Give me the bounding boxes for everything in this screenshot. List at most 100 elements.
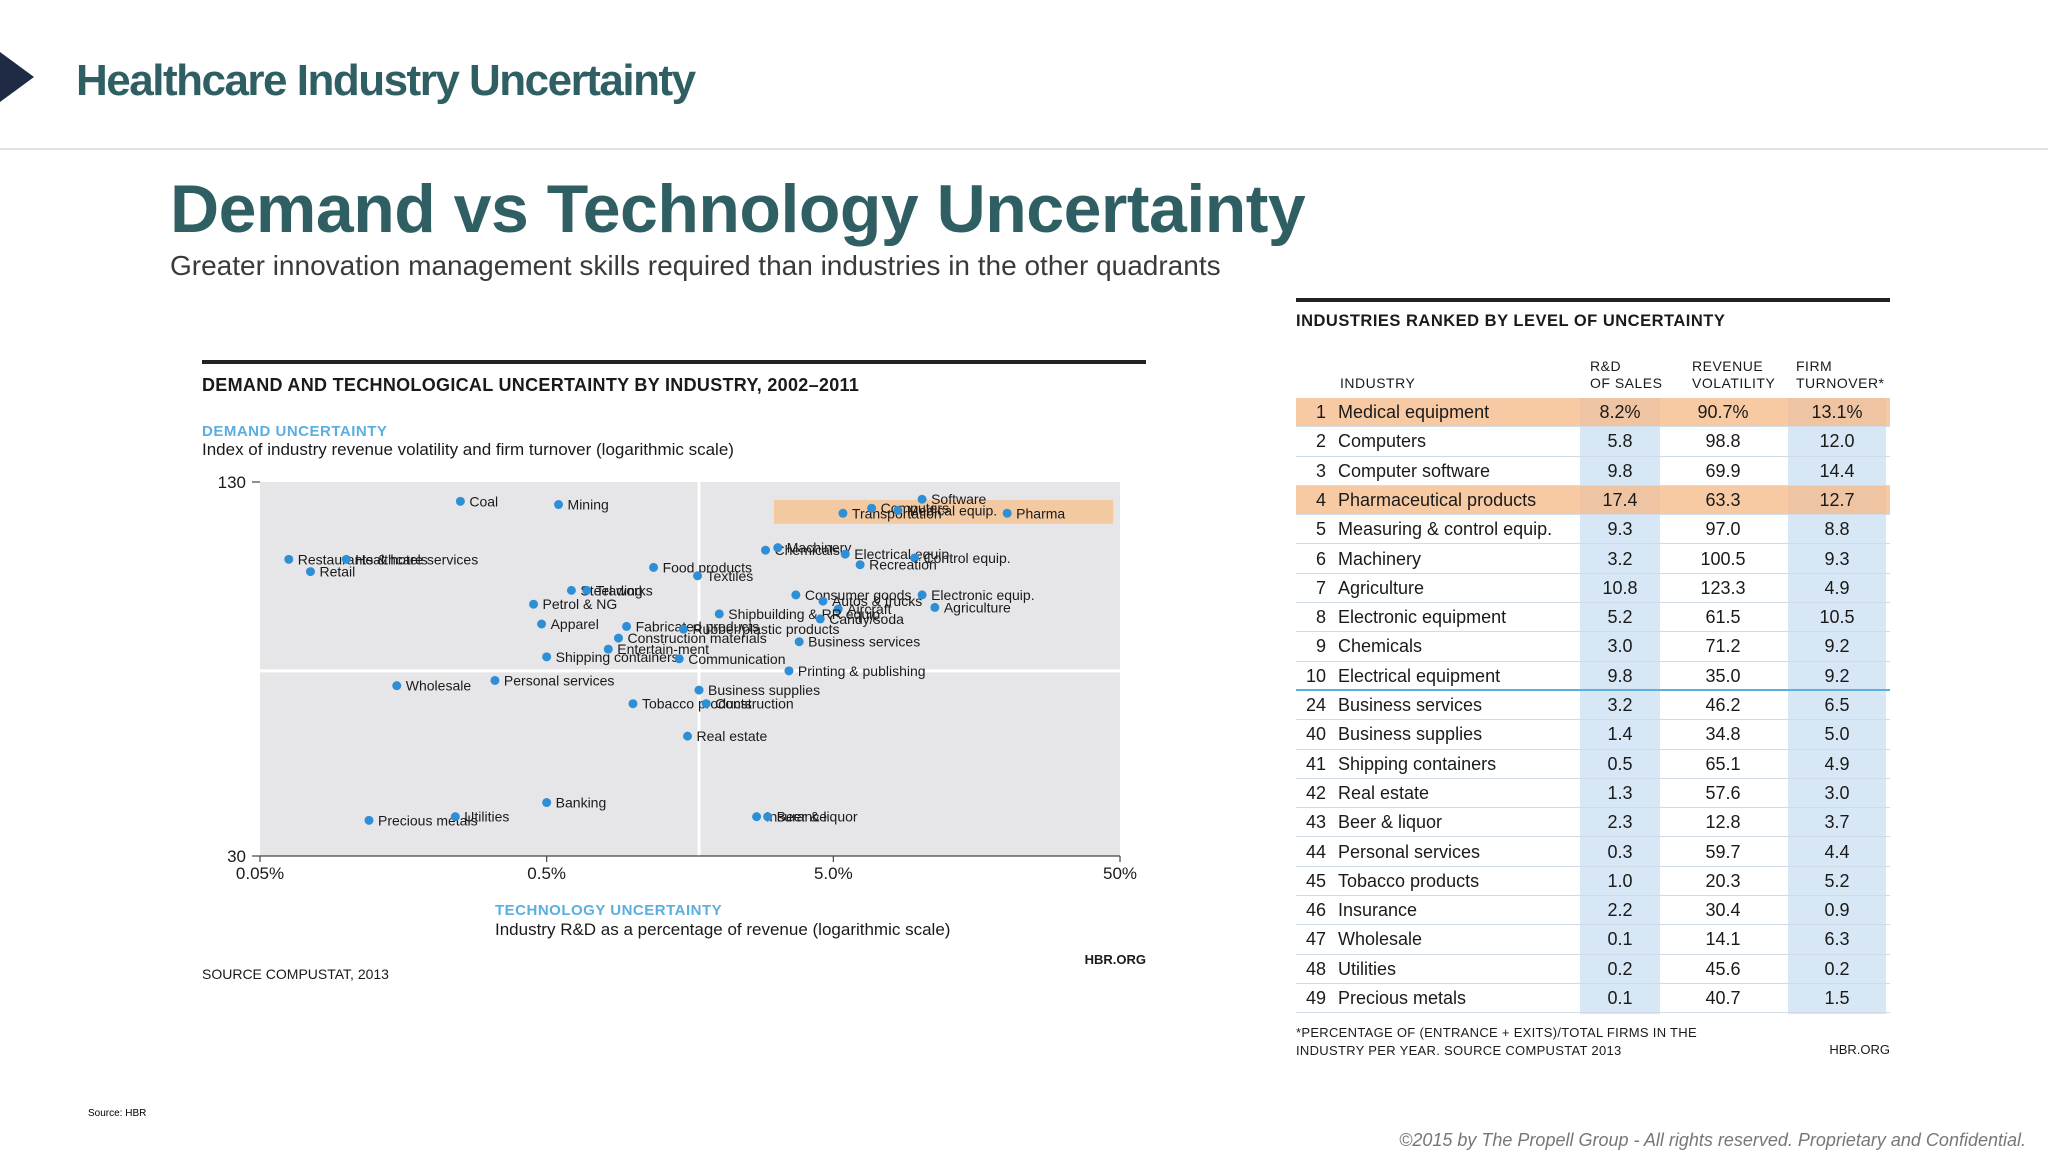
data-point (893, 505, 903, 515)
data-point (566, 585, 576, 595)
rank-cell: 9 (1315, 636, 1326, 657)
rank-cell: 47 (1305, 929, 1326, 950)
industry-cell: Medical equipment (1338, 402, 1490, 422)
table-footnote-line2: INDUSTRY PER YEAR. SOURCE COMPUSTAT 2013 (1296, 1043, 1622, 1058)
y-axis-description: Index of industry revenue volatility and… (202, 440, 734, 459)
firm-turnover-cell: 3.0 (1824, 782, 1850, 803)
revenue-volatility-cell: 90.7% (1697, 402, 1749, 422)
data-point-label: Apparel (551, 616, 599, 632)
data-point (678, 624, 688, 634)
y-tick-label: 130 (218, 473, 246, 492)
rd-cell: 1.4 (1607, 724, 1633, 745)
table-row: 2 Computers 5.8 98.8 12.0 (1296, 427, 1890, 457)
data-point (694, 685, 704, 695)
data-point (701, 699, 711, 709)
industry-cell: Measuring & control equip. (1338, 519, 1553, 540)
table-row: 8 Electronic equipment 5.2 61.5 10.5 (1296, 603, 1890, 633)
table-row: 6 Machinery 3.2 100.5 9.3 (1296, 545, 1890, 574)
data-point (582, 585, 592, 595)
rank-cell: 7 (1315, 577, 1326, 598)
data-point-label: Electronic equip. (931, 587, 1035, 603)
data-point-label: Real estate (697, 728, 768, 744)
data-point-label: Shipping containers (556, 649, 679, 665)
revenue-volatility-cell: 59.7 (1705, 841, 1741, 862)
data-point-label: Agriculture (944, 599, 1011, 615)
data-point-label: Restaurants & hotels (298, 551, 428, 567)
scatter-plot: 0.05% 0.5% 5.0% 50% 30 130 Coal Mining Restauran… (218, 473, 1137, 883)
data-point (833, 604, 843, 614)
data-point-label: Utilities (464, 809, 509, 825)
firm-turnover-cell: 4.4 (1824, 841, 1850, 862)
rd-cell: 9.8 (1607, 460, 1633, 481)
data-point-label: Software (931, 491, 986, 507)
data-point (693, 571, 703, 581)
data-point-label: Healthcare services (355, 551, 478, 567)
table-row: 46 Insurance 2.2 30.4 0.9 (1296, 896, 1890, 926)
revenue-volatility-cell: 69.9 (1705, 460, 1741, 481)
rank-cell: 40 (1305, 724, 1326, 745)
revenue-volatility-cell: 14.1 (1705, 929, 1741, 950)
firm-turnover-cell: 6.5 (1824, 695, 1850, 715)
data-point-label: Beer & liquor (777, 809, 858, 825)
firm-turnover-cell: 6.3 (1824, 929, 1850, 950)
data-point-label: Business services (808, 634, 920, 650)
data-point-label: Medical equip. (907, 502, 997, 518)
table-footnote: *PERCENTAGE OF (ENTRANCE + EXITS)/TOTAL … (1296, 1024, 1697, 1060)
rd-cell: 0.2 (1607, 958, 1633, 979)
x-axis-title: TECHNOLOGY UNCERTAINTY (495, 902, 723, 919)
rd-cell: 2.2 (1607, 900, 1633, 921)
rd-cell: 3.0 (1607, 636, 1633, 657)
table-row: 24 Business services 3.2 46.2 6.5 (1296, 691, 1890, 721)
table-row: 42 Real estate 1.3 57.6 3.0 (1296, 779, 1890, 809)
column-header-firm: FIRM TURNOVER* (1796, 358, 1885, 392)
data-point-label: Autos & trucks (832, 593, 922, 609)
revenue-volatility-cell: 71.2 (1705, 636, 1741, 657)
rank-cell: 49 (1305, 988, 1326, 1008)
data-point-label: Shipbuilding & RR equip. (728, 606, 884, 622)
rd-cell: 9.8 (1607, 665, 1633, 686)
revenue-volatility-cell: 45.6 (1705, 958, 1741, 979)
slide-title: Demand vs Technology Uncertainty (170, 171, 1306, 247)
rank-cell: 42 (1305, 782, 1326, 803)
data-point (815, 614, 825, 624)
table-credit: HBR.ORG (1829, 1042, 1890, 1057)
data-point-label: Coal (469, 493, 498, 509)
revenue-volatility-cell: 65.1 (1705, 753, 1741, 774)
table-row: 1 Medical equipment 8.2% 90.7% 13.1% (1296, 398, 1890, 428)
data-point-label: Tobacco products (642, 696, 752, 712)
data-point-label: Machinery (787, 540, 852, 556)
chart-credit: HBR.ORG (1084, 952, 1146, 967)
firm-turnover-cell: 14.4 (1819, 460, 1855, 481)
rd-cell: 2.3 (1607, 812, 1633, 833)
rank-cell: 4 (1315, 489, 1326, 510)
data-point (763, 812, 773, 822)
rd-cell: 0.5 (1607, 753, 1633, 774)
table-row: 49 Precious metals 0.1 40.7 1.5 (1296, 984, 1890, 1014)
data-point (714, 609, 724, 619)
x-axis-description: Industry R&D as a percentage of revenue … (495, 920, 951, 939)
firm-turnover-cell: 12.7 (1819, 489, 1855, 510)
table-title: INDUSTRIES RANKED BY LEVEL OF UNCERTAINT… (1296, 312, 1726, 330)
table-row: 43 Beer & liquor 2.3 12.8 3.7 (1296, 808, 1890, 838)
data-point (554, 500, 564, 510)
industry-cell: Precious metals (1338, 988, 1467, 1008)
rd-cell: 0.1 (1607, 929, 1633, 950)
source-note: Source: HBR (88, 1108, 147, 1119)
firm-turnover-cell: 9.2 (1824, 665, 1850, 686)
data-point-label: Retail (319, 564, 355, 580)
plot-background (260, 482, 1120, 856)
revenue-volatility-cell: 35.0 (1705, 665, 1741, 686)
industry-cell: Utilities (1338, 958, 1397, 979)
rd-cell: 0.3 (1607, 841, 1633, 862)
revenue-volatility-cell: 98.8 (1705, 431, 1741, 452)
slide-subtitle: Greater innovation management skills req… (170, 250, 1221, 281)
rank-cell: 41 (1305, 753, 1326, 774)
column-header-revenue: REVENUE VOLATILITY (1692, 358, 1775, 392)
rank-cell: 46 (1305, 900, 1326, 921)
data-point (364, 815, 374, 825)
firm-turnover-cell: 0.9 (1824, 900, 1850, 921)
industry-cell: Business supplies (1338, 724, 1483, 745)
industry-cell: Chemicals (1338, 636, 1423, 657)
rd-cell: 8.2% (1599, 402, 1641, 422)
revenue-volatility-cell: 97.0 (1705, 519, 1741, 540)
